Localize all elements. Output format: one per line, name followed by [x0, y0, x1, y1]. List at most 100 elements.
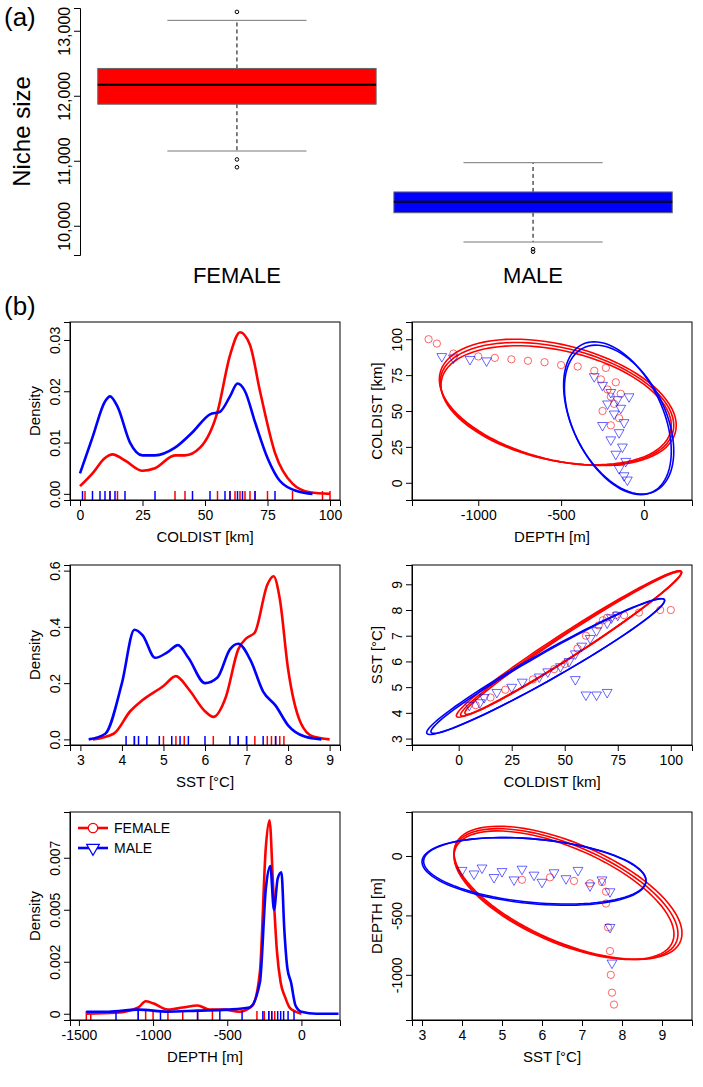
tick-label: 0.00	[47, 481, 63, 508]
tick: 0.007	[47, 841, 70, 876]
tick-mark	[64, 962, 70, 963]
x-axis: 0255075100	[413, 745, 693, 768]
legend: FEMALEMALE	[78, 820, 170, 856]
tick-label: 8	[389, 606, 405, 614]
y-axis: -1000-5000	[389, 813, 413, 1021]
tick-label: 0	[389, 479, 405, 487]
ellipse	[441, 346, 671, 465]
tick-label: 50	[389, 404, 405, 420]
tick-label: 75	[260, 507, 276, 523]
tick-label: 75	[610, 752, 626, 768]
tick: 3	[419, 1020, 427, 1043]
tick-label: -1000	[461, 507, 497, 523]
tick-mark	[64, 910, 70, 911]
point	[508, 356, 515, 363]
point	[667, 606, 674, 613]
tick: 25	[504, 745, 520, 768]
tick-mark	[288, 745, 289, 751]
point	[573, 867, 583, 876]
ellipse	[431, 599, 665, 734]
scatter-panel: 02550751003456789COLDIST [km]SST [°C]	[368, 565, 693, 790]
rug-tick	[159, 736, 161, 745]
scatter-panel: 3456789-1000-5000SST [°C]DEPTH [m]	[368, 812, 693, 1065]
tick: 25	[389, 439, 412, 455]
rug-tick	[213, 736, 215, 745]
median	[394, 201, 672, 203]
point	[479, 695, 489, 704]
tick: 0.01	[47, 429, 70, 456]
tick-mark	[227, 1020, 228, 1026]
point	[602, 689, 612, 698]
rug-tick	[254, 736, 256, 745]
point	[612, 379, 619, 386]
y-axis-title: Density	[26, 629, 43, 680]
tick: -500	[548, 500, 576, 523]
rug-tick	[114, 491, 116, 500]
point	[619, 420, 629, 429]
tick-label: -1000	[389, 957, 405, 993]
tick-mark	[406, 915, 412, 916]
tick-label: MALE	[503, 263, 563, 288]
rug-tick	[163, 736, 165, 745]
rug-tick	[229, 736, 231, 745]
tick: 50	[389, 404, 412, 420]
plot-frame	[412, 812, 692, 1020]
plot-frame	[412, 565, 692, 745]
tick: -1500	[61, 1020, 97, 1043]
axis-line	[64, 813, 71, 1021]
tick-label: 4	[459, 1027, 467, 1043]
tick-label: 100	[389, 328, 405, 352]
tick: 8	[285, 745, 293, 768]
point	[607, 422, 614, 429]
point	[592, 692, 602, 701]
point	[597, 877, 607, 886]
point	[465, 356, 475, 365]
x-axis: 3456789	[71, 745, 341, 768]
axis-line	[71, 1021, 341, 1027]
x-axis-title: DEPTH [m]	[514, 528, 590, 545]
rug-tick	[138, 736, 140, 745]
tick-label: -500	[389, 902, 405, 930]
rug-tick	[239, 491, 241, 500]
point	[492, 689, 502, 698]
rug-tick	[292, 491, 294, 500]
ellipse	[439, 339, 676, 465]
tick-mark	[301, 1020, 302, 1026]
tick-label: 3	[419, 1027, 427, 1043]
tick-mark	[143, 500, 144, 506]
tick-mark	[406, 856, 412, 857]
tick: 9	[659, 1020, 667, 1043]
tick: -1000	[389, 957, 412, 993]
ellipse	[461, 571, 682, 716]
tick-label: 25	[135, 507, 151, 523]
tick-label: 100	[319, 507, 343, 523]
point	[610, 1001, 617, 1008]
whisker	[533, 163, 534, 192]
tick-mark	[406, 687, 412, 688]
point	[469, 871, 479, 880]
tick-mark	[79, 1020, 80, 1026]
point	[437, 354, 447, 363]
tick: 12,000	[56, 72, 80, 121]
rug-tick	[275, 736, 277, 745]
tick: 10,000	[56, 202, 80, 251]
tick: -1000	[136, 1020, 172, 1043]
tick: -500	[389, 902, 412, 930]
axis-line	[64, 566, 71, 746]
tick: 0	[641, 500, 649, 523]
tick-label: 10,000	[56, 202, 73, 251]
outlier	[235, 165, 239, 169]
tick-mark	[406, 411, 412, 412]
tick-label: 0.4	[47, 617, 63, 637]
density-panel: -1500-1000-500000.0020.0050.007DEPTH [m]…	[26, 812, 341, 1065]
rug-tick	[137, 1011, 139, 1020]
point	[477, 865, 487, 874]
tick: -500	[214, 1020, 242, 1043]
legend-label: MALE	[114, 840, 152, 856]
tick: 5	[160, 745, 168, 768]
rug-tick	[293, 1011, 295, 1020]
density-line	[80, 332, 330, 494]
tick-label: 0	[298, 1027, 306, 1043]
point	[577, 643, 587, 652]
tick: 0.005	[47, 893, 70, 928]
